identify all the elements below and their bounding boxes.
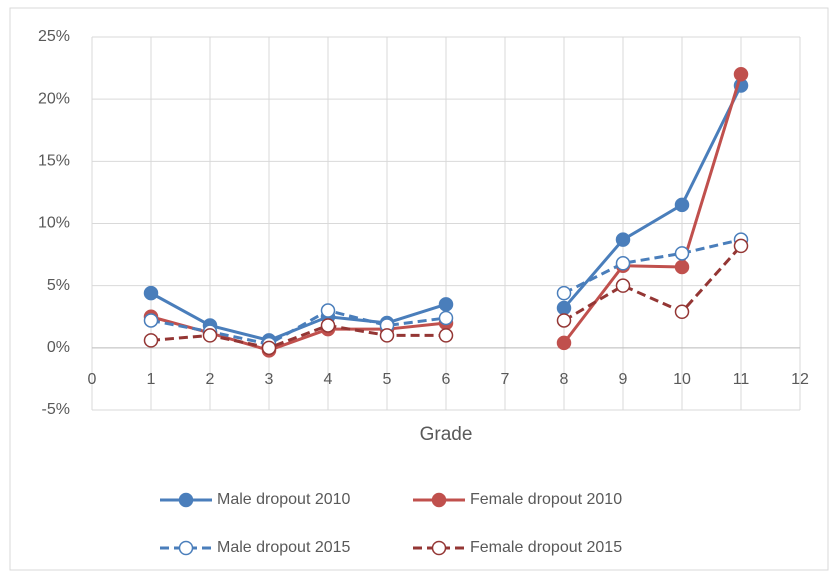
y-tick-label: 20%	[38, 90, 70, 107]
marker	[438, 310, 454, 326]
marker	[143, 313, 159, 328]
marker	[674, 197, 690, 213]
x-tick-label: 0	[88, 371, 97, 388]
marker	[674, 246, 690, 261]
legend-label: Female dropout 2015	[470, 539, 622, 556]
marker	[202, 328, 218, 343]
marker	[615, 256, 631, 271]
marker	[556, 285, 572, 301]
marker	[733, 238, 749, 254]
y-tick-label: 25%	[38, 28, 70, 45]
y-tick-label: -5%	[42, 401, 70, 418]
y-tick-label: 5%	[47, 277, 70, 294]
marker	[615, 278, 631, 293]
x-tick-label: 4	[324, 371, 333, 388]
x-axis-title: Grade	[420, 424, 473, 445]
x-tick-label: 5	[383, 371, 392, 388]
y-tick-label: 15%	[38, 153, 70, 170]
chart-frame	[9, 7, 829, 571]
marker	[143, 333, 159, 348]
x-tick-label: 1	[147, 371, 156, 388]
x-tick-label: 11	[733, 371, 750, 388]
x-tick-label: 3	[265, 371, 274, 388]
x-tick-label: 6	[442, 371, 451, 388]
y-tick-label: 0%	[47, 339, 70, 356]
marker	[556, 300, 572, 316]
marker	[261, 340, 277, 356]
marker	[143, 285, 159, 301]
series-line	[150, 84, 743, 342]
marker	[320, 303, 336, 318]
marker	[556, 335, 572, 351]
legend-label: Female dropout 2010	[470, 491, 622, 508]
marker	[438, 328, 454, 343]
series-line	[150, 238, 742, 346]
marker	[178, 540, 194, 556]
series-line	[150, 244, 743, 350]
y-tick-label: 10%	[38, 215, 70, 232]
x-tick-label: 10	[673, 371, 691, 388]
marker	[178, 492, 194, 508]
marker	[615, 232, 631, 247]
marker	[438, 297, 454, 312]
marker	[556, 313, 572, 328]
legend-label: Male dropout 2010	[217, 491, 351, 508]
marker	[379, 328, 395, 343]
legend-label: Male dropout 2015	[217, 539, 351, 556]
marker	[431, 492, 447, 508]
x-tick-label: 2	[206, 371, 215, 388]
x-tick-label: 12	[791, 371, 809, 388]
marker	[733, 67, 749, 82]
marker	[431, 540, 447, 556]
x-tick-label: 9	[619, 371, 628, 388]
marker	[674, 259, 690, 275]
marker	[674, 304, 690, 320]
x-tick-label: 7	[501, 371, 510, 388]
x-tick-label: 8	[560, 371, 569, 388]
marker	[320, 318, 336, 333]
